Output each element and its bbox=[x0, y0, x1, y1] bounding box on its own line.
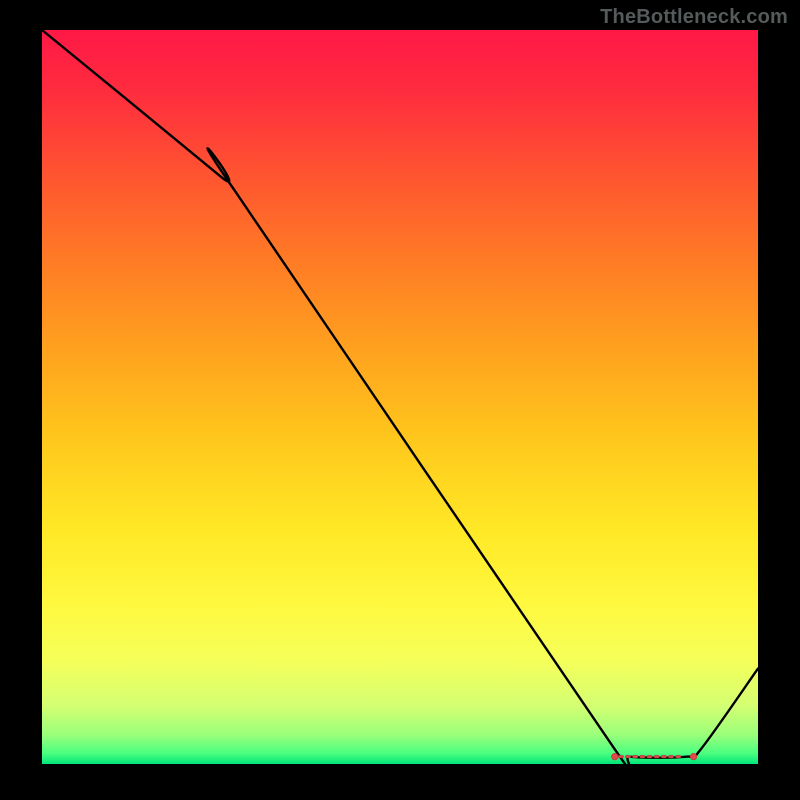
bottom-marker-dot bbox=[612, 753, 618, 759]
bottom-dash-segment bbox=[676, 756, 681, 758]
bottom-dash-segment bbox=[669, 756, 674, 758]
bottom-dash-segment bbox=[654, 756, 659, 758]
bottom-dash-segment bbox=[633, 756, 638, 758]
bottom-dash-segment bbox=[647, 756, 652, 758]
bottom-dash-segment bbox=[640, 756, 645, 758]
chart-svg bbox=[42, 30, 758, 764]
bottom-dash-segment bbox=[618, 756, 623, 758]
chart-background bbox=[42, 30, 758, 764]
bottom-marker-dot bbox=[690, 753, 696, 759]
chart-plot-area bbox=[42, 30, 758, 764]
watermark-text: TheBottleneck.com bbox=[600, 6, 788, 29]
bottom-dash-segment bbox=[661, 756, 666, 758]
bottom-dash-segment bbox=[626, 756, 631, 758]
